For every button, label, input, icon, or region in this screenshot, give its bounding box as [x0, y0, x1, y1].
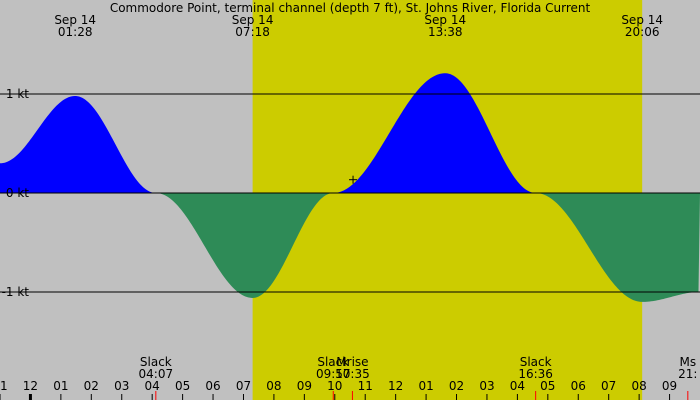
event-time-label: 16:36 [518, 367, 553, 381]
event-name-label: Slack [317, 355, 349, 369]
event-name-label: Mrise [336, 355, 368, 369]
hour-tick-label: 03 [479, 379, 494, 393]
extreme-time-label: 20:06 [625, 25, 660, 39]
hour-tick-label: 10 [327, 379, 342, 393]
hour-tick-label: 07 [601, 379, 616, 393]
event-name-label: Ms [680, 355, 697, 369]
event-time-label: 10:35 [335, 367, 370, 381]
hour-tick-label: 08 [266, 379, 281, 393]
y-tick-label: 1 kt [6, 87, 29, 101]
marker-layer [349, 175, 358, 184]
extreme-date-label: Sep 14 [621, 13, 663, 27]
hour-tick-label: 11 [0, 379, 8, 393]
y-tick-label: -1 kt [2, 285, 30, 299]
grid-lines-layer [0, 93, 700, 293]
hour-tick-label: 04 [145, 379, 160, 393]
hour-tick-label: 02 [84, 379, 99, 393]
extreme-date-label: Sep 14 [424, 13, 466, 27]
current-area-layer [0, 73, 700, 302]
extreme-date-label: Sep 14 [232, 13, 274, 27]
extreme-date-label: Sep 14 [54, 13, 96, 27]
hour-tick-label: 02 [449, 379, 464, 393]
extreme-time-label: 01:28 [58, 25, 93, 39]
hour-tick-label: 06 [205, 379, 220, 393]
hour-tick-label: 06 [571, 379, 586, 393]
hour-tick-label: 05 [540, 379, 555, 393]
hour-tick-label: 04 [510, 379, 525, 393]
extreme-time-label: 13:38 [428, 25, 463, 39]
event-time-label: 09:57 [316, 367, 351, 381]
hour-tick-label: 09 [662, 379, 677, 393]
hour-tick-label: 05 [175, 379, 190, 393]
hour-tick-label: 11 [358, 379, 373, 393]
y-tick-label: 0 kt [6, 186, 29, 200]
hour-tick-label: 07 [236, 379, 251, 393]
hour-tick-label: 09 [297, 379, 312, 393]
hour-tick-layer: 11 12 01 02 03 04 05 06 07 08 09 10 11 12 01 02 03 04 05 06… [0, 379, 677, 400]
hour-tick-label: 12 [23, 379, 38, 393]
event-time-label: 04:07 [139, 367, 174, 381]
y-tick-labels-layer: 1 kt 0 kt -1 kt [2, 87, 30, 299]
hour-tick-label: 12 [388, 379, 403, 393]
hour-tick-label: 03 [114, 379, 129, 393]
ebb-current-area [0, 193, 700, 302]
hour-tick-label: 01 [53, 379, 68, 393]
chart-title: Commodore Point, terminal channel (depth… [110, 1, 591, 15]
flood-current-area [0, 73, 700, 193]
extreme-time-label: 07:18 [235, 25, 270, 39]
event-labels-layer: Slack04:07Slack09:57Mrise10:35Slack16:36… [139, 355, 697, 400]
event-time-label: 21: [678, 367, 697, 381]
hour-tick-label: 08 [631, 379, 646, 393]
hour-tick-label: 01 [418, 379, 433, 393]
event-name-label: Slack [140, 355, 172, 369]
event-name-label: Slack [520, 355, 552, 369]
